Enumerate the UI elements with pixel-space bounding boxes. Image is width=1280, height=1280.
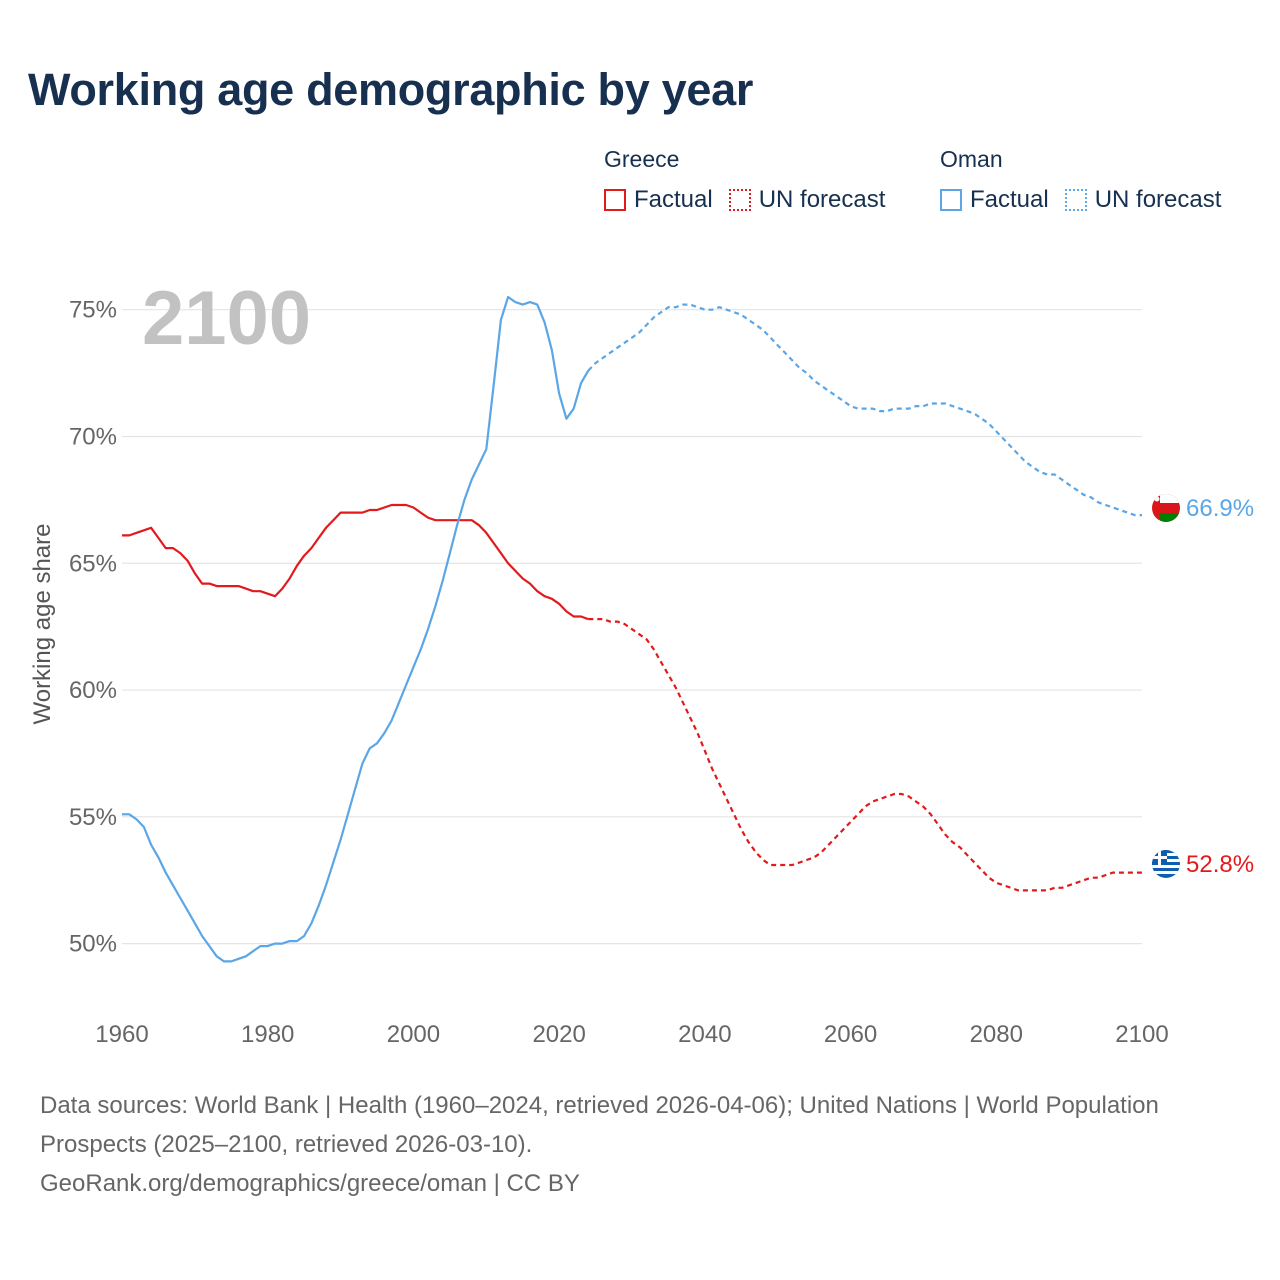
greece-forecast-line [588,618,1142,892]
y-tick-label: 50% [69,931,117,958]
legend-group-name: Greece [604,146,680,172]
y-tick-label: 60% [69,677,117,704]
x-tick-label: 2060 [824,1021,877,1048]
y-tick-label: 65% [69,550,117,577]
legend-label: UN forecast [1094,186,1222,213]
x-tick-label: 2100 [1115,1021,1168,1048]
legend-swatch-dotted [728,189,751,211]
x-tick-label: 2000 [387,1021,440,1048]
attribution: GeoRank.org/demographics/greece/oman | C… [40,1170,580,1197]
x-tick-label: 2080 [970,1021,1023,1048]
legend-oman-factual[interactable]: Factual [940,186,1049,214]
legend-swatch-dotted [1064,189,1087,211]
series-lines [122,295,1142,963]
grid-lines [122,309,1142,945]
y-tick-label: 75% [69,297,117,324]
data-sources: Data sources: World Bank | Health (1960–… [40,1092,1159,1158]
y-tick-label: 55% [69,804,117,831]
line-chart: 2100 50% 55% 60% 65% 70% 75% 1960 1980 2000 2020… [29,276,1254,1048]
greece-flag-icon [1152,850,1180,878]
legend-swatch-solid [940,189,962,211]
greece-end-label: 52.8% [1186,851,1254,878]
oman-flag-icon [1152,494,1180,522]
x-tick-label: 2040 [678,1021,731,1048]
y-axis: 50% 55% 60% 65% 70% 75% [69,297,117,958]
oman-end-label: 66.9% [1186,495,1254,522]
legend-greece-forecast[interactable]: UN forecast [728,186,886,214]
legend-greece-factual[interactable]: Factual [604,186,713,214]
legend-label: Factual [634,186,713,213]
footer: Data sources: World Bank | Health (1960–… [40,1086,1200,1203]
year-watermark: 2100 [142,276,311,361]
legend-group-name: Oman [940,146,1003,172]
x-axis: 1960 1980 2000 2020 2040 2060 2080 2100 [95,1021,1168,1048]
legend-group-oman: Oman Factual UN forecast [940,144,1237,214]
legend-group-greece: Greece Factual UN forecast [604,144,901,214]
oman-forecast-line [587,303,1142,517]
legend-swatch-solid [604,189,626,211]
legend-label: Factual [970,186,1049,213]
chart-title: Working age demographic by year [28,64,754,115]
x-tick-label: 1960 [95,1021,148,1048]
y-axis-label: Working age share [29,524,56,725]
greece-factual-line [122,503,589,621]
x-tick-label: 1980 [241,1021,294,1048]
legend-label: UN forecast [758,186,886,213]
x-tick-label: 2020 [532,1021,585,1048]
y-tick-label: 70% [69,423,117,450]
legend-oman-forecast[interactable]: UN forecast [1064,186,1222,214]
oman-factual-line [122,295,590,963]
